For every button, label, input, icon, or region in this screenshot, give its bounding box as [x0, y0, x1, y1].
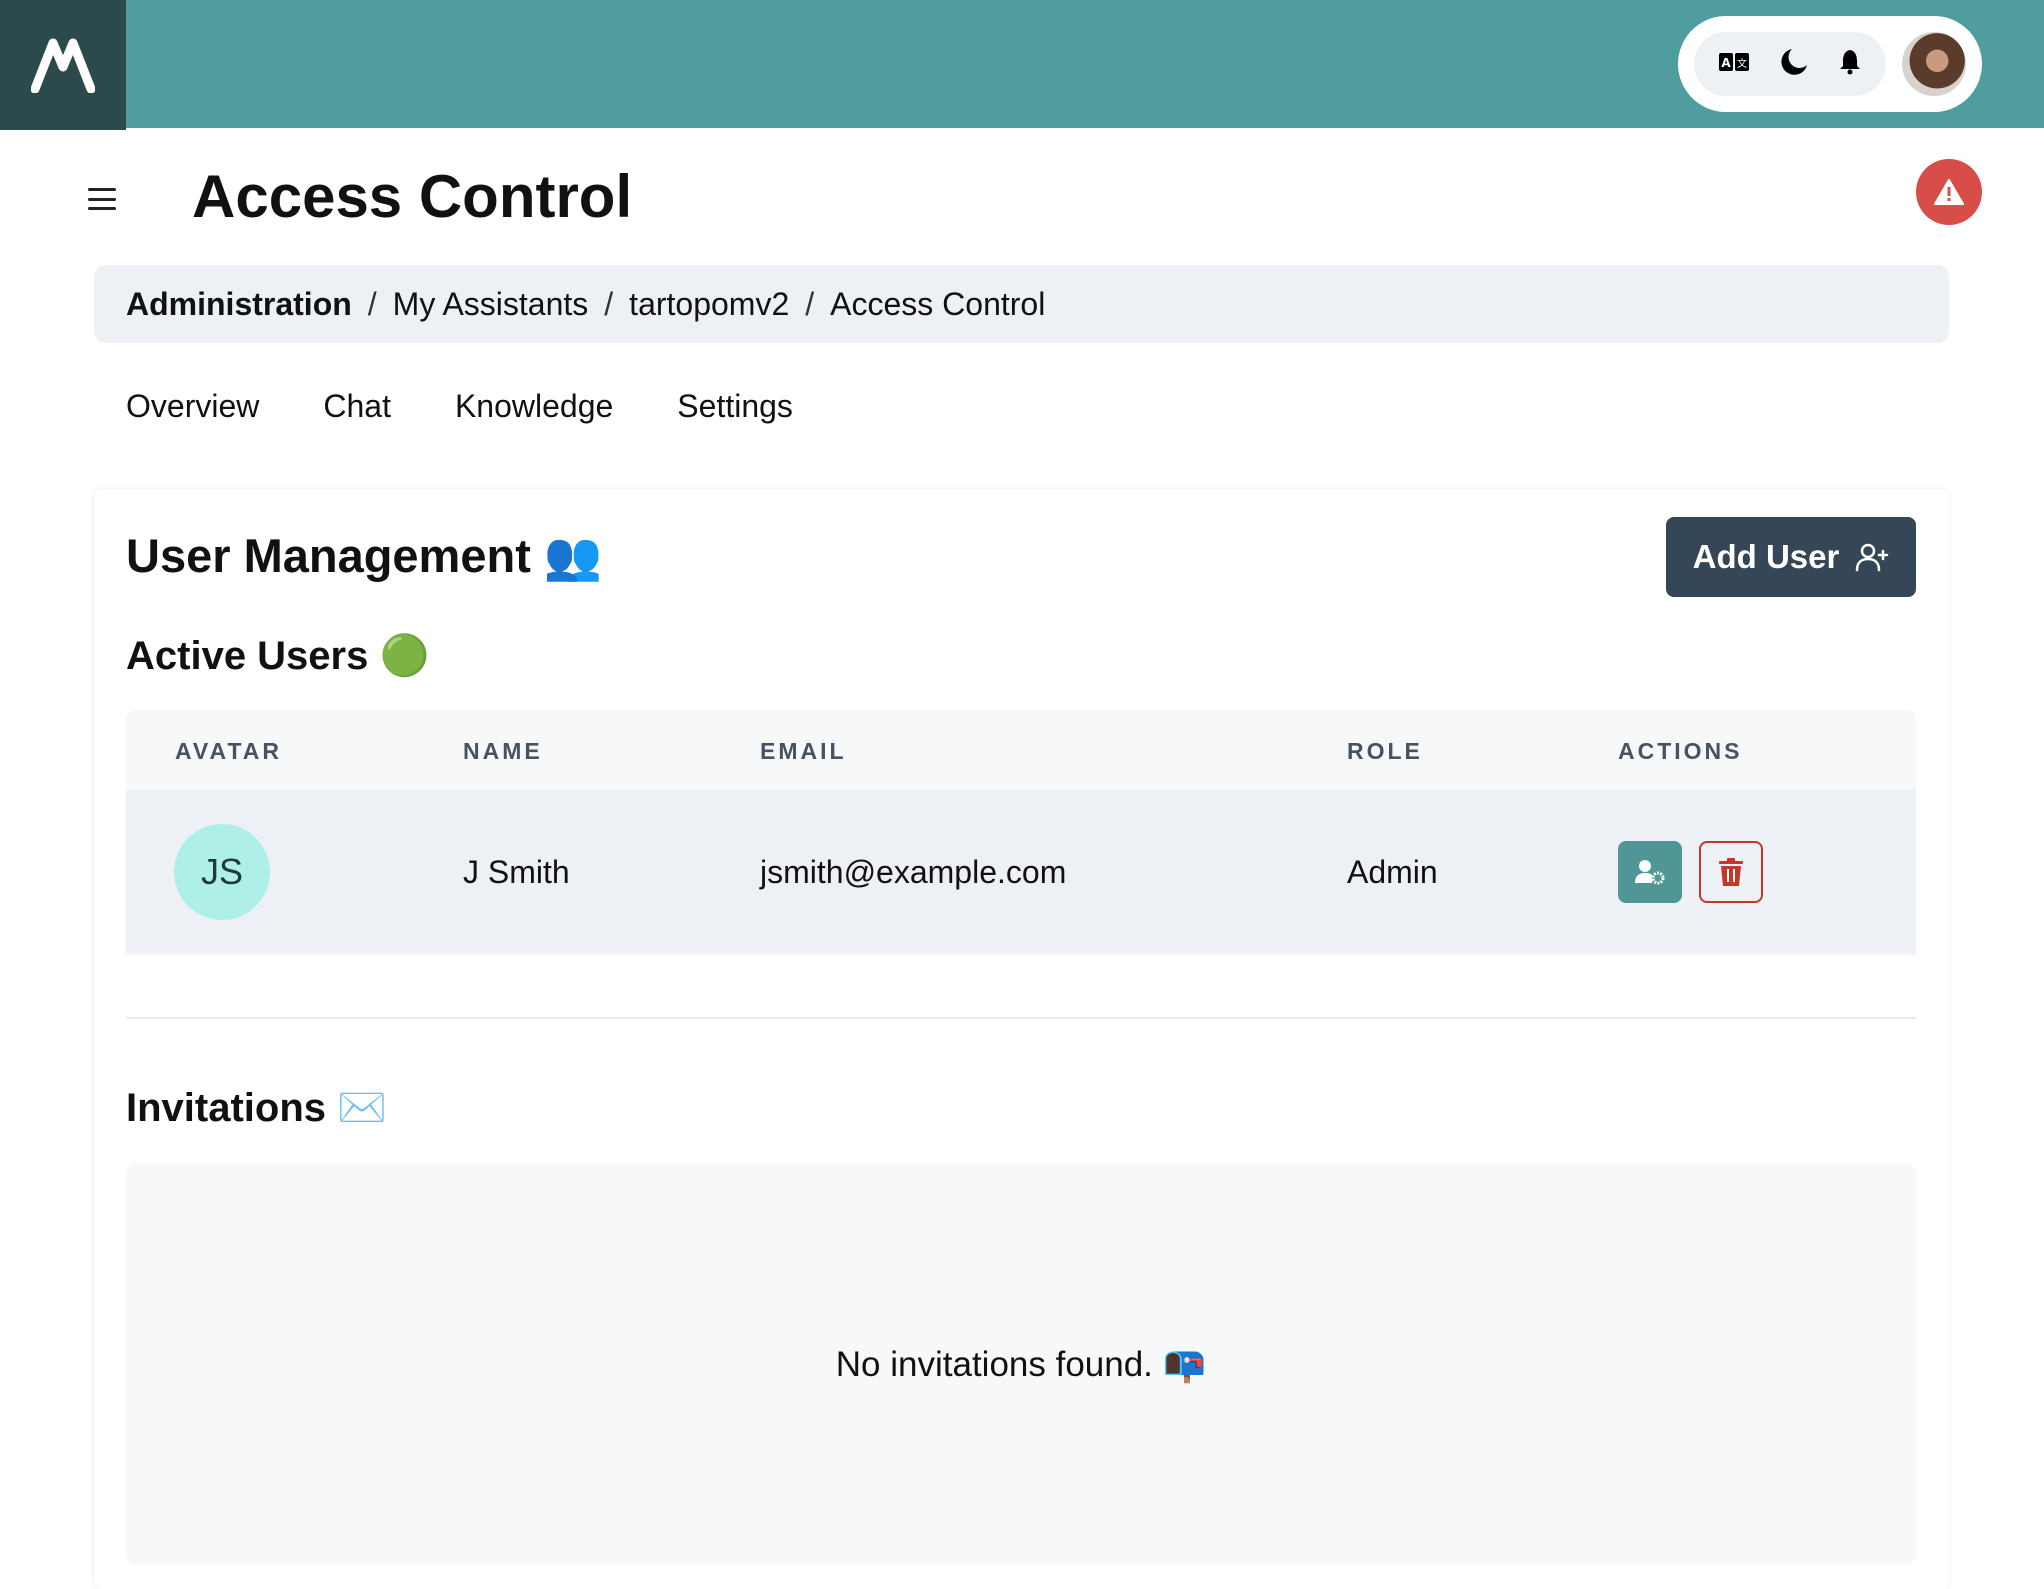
table-row: JS J Smith jsmith@example.com Admin: [126, 790, 1916, 953]
breadcrumb-my-assistants[interactable]: My Assistants: [392, 285, 589, 322]
divider: [126, 1017, 1916, 1019]
moon-icon[interactable]: [1780, 48, 1808, 81]
breadcrumb-assistant[interactable]: tartopomv2: [629, 285, 790, 322]
menu-icon[interactable]: [88, 188, 116, 210]
delete-user-button[interactable]: [1699, 841, 1763, 903]
add-user-button[interactable]: Add User: [1666, 517, 1916, 597]
section-title: User Management 👥: [126, 529, 603, 582]
svg-text:A: A: [1722, 56, 1732, 70]
user-plus-icon: [1856, 543, 1889, 572]
warning-button[interactable]: [1916, 159, 1982, 225]
avatar: JS: [174, 824, 270, 920]
breadcrumb-separator: /: [604, 285, 614, 322]
tabs: Overview Chat Knowledge Settings: [126, 388, 793, 425]
user-email: jsmith@example.com: [760, 854, 1067, 890]
empty-message: No invitations found. 📭: [835, 1345, 1207, 1384]
svg-text:文: 文: [1737, 57, 1747, 70]
add-user-label: Add User: [1692, 538, 1840, 575]
trash-icon: [1719, 858, 1743, 886]
breadcrumb-separator: /: [367, 285, 377, 322]
tab-overview[interactable]: Overview: [126, 388, 260, 424]
bell-icon[interactable]: [1839, 49, 1861, 80]
col-email: EMAIL: [760, 738, 847, 764]
user-gear-icon: [1635, 860, 1665, 885]
col-actions: ACTIONS: [1618, 738, 1743, 764]
edit-user-button[interactable]: [1618, 841, 1682, 903]
tab-chat[interactable]: Chat: [323, 388, 391, 424]
col-avatar: AVATAR: [175, 738, 283, 764]
table-header: AVATAR NAME EMAIL ROLE ACTIONS: [126, 710, 1916, 790]
user-avatar[interactable]: [1902, 32, 1966, 96]
invitations-title: Invitations ✉️: [126, 1086, 387, 1130]
user-name: J Smith: [463, 854, 570, 890]
breadcrumb-administration[interactable]: Administration: [126, 285, 352, 322]
active-users-title: Active Users 🟢: [126, 634, 430, 678]
user-role: Admin: [1347, 854, 1438, 890]
app-logo[interactable]: [0, 0, 126, 130]
col-role: ROLE: [1347, 738, 1423, 764]
warning-icon: [1934, 179, 1964, 205]
breadcrumb-current: Access Control: [830, 285, 1046, 322]
tab-settings[interactable]: Settings: [677, 388, 793, 424]
breadcrumb: Administration / My Assistants / tartopomv…: [94, 265, 1949, 343]
invitations-empty-state: No invitations found. 📭: [126, 1164, 1916, 1564]
tab-knowledge[interactable]: Knowledge: [454, 388, 614, 424]
col-name: NAME: [463, 738, 543, 764]
page-title: Access Control: [192, 163, 633, 230]
breadcrumb-separator: /: [805, 285, 815, 322]
